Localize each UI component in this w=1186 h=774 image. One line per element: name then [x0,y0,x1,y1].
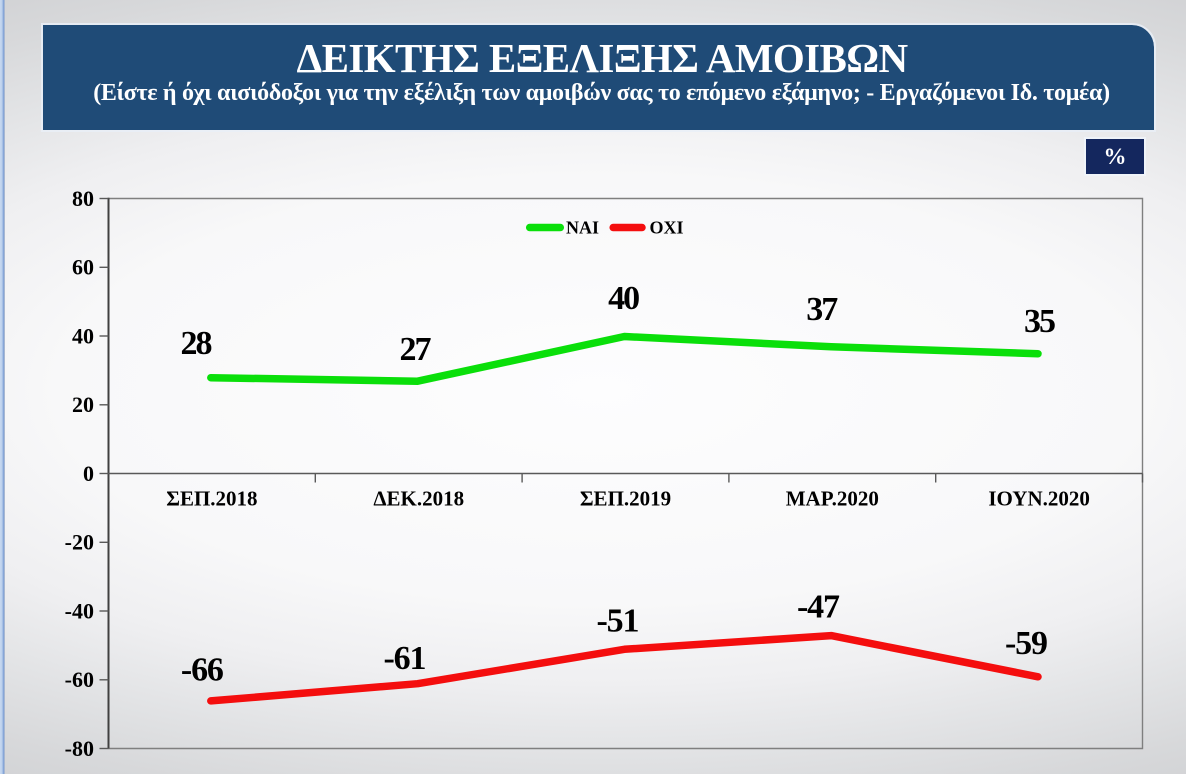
svg-text:37: 37 [806,291,838,328]
svg-text:ΙΟΥΝ.2020: ΙΟΥΝ.2020 [988,487,1090,511]
svg-text:-20: -20 [65,530,94,555]
svg-text:40: 40 [72,323,94,348]
svg-text:-47: -47 [797,589,840,626]
svg-text:ΜΑΡ.2020: ΜΑΡ.2020 [786,487,879,511]
svg-text:40: 40 [608,280,640,317]
svg-text:-40: -40 [65,598,94,623]
svg-text:ΟΧΙ: ΟΧΙ [650,218,684,238]
svg-text:35: 35 [1024,303,1056,340]
svg-text:27: 27 [400,331,432,368]
svg-text:ΝΑΙ: ΝΑΙ [566,218,599,238]
svg-text:20: 20 [72,392,94,417]
svg-text:-80: -80 [65,736,94,761]
svg-text:ΣΕΠ.2018: ΣΕΠ.2018 [166,487,257,511]
svg-text:ΔΕΚ.2018: ΔΕΚ.2018 [373,487,464,511]
svg-text:-61: -61 [384,640,427,677]
svg-text:-66: -66 [181,651,224,688]
svg-text:ΣΕΠ.2019: ΣΕΠ.2019 [580,487,671,511]
svg-text:-60: -60 [65,667,94,692]
svg-text:-51: -51 [597,603,640,640]
svg-text:0: 0 [83,461,94,486]
svg-text:28: 28 [181,325,213,362]
svg-text:60: 60 [72,255,94,280]
svg-text:-59: -59 [1005,625,1048,662]
svg-text:80: 80 [72,186,94,211]
